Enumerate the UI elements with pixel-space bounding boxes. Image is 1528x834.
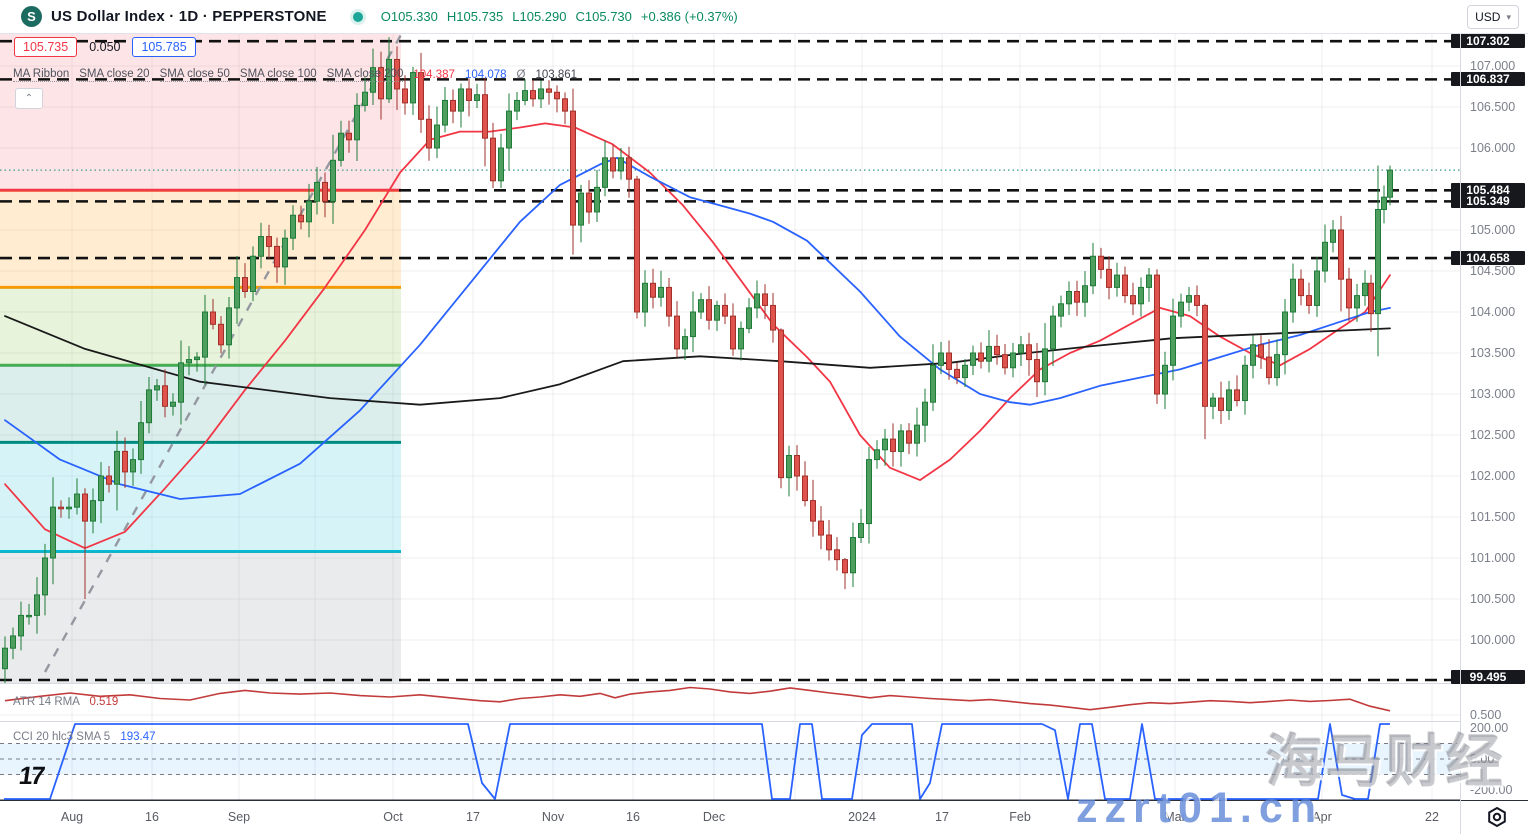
- price-level-label: 104.658: [1451, 251, 1525, 266]
- ohlc-readout: O105.330 H105.735 L105.290 C105.730 +0.3…: [381, 9, 738, 24]
- price-tick: 107.000: [1470, 59, 1516, 73]
- tradingview-logo-icon[interactable]: 17: [17, 762, 45, 790]
- cci-legend[interactable]: CCI 20 hlc3 SMA 5 193.47: [13, 731, 156, 743]
- atr-legend[interactable]: ATR 14 RMA 0.519: [13, 696, 118, 708]
- time-tick: Aug: [60, 810, 84, 824]
- time-tick: 2024: [848, 810, 876, 824]
- atr-value: 0.519: [89, 696, 119, 708]
- price-tick: 103.500: [1470, 346, 1516, 360]
- position-lower-price[interactable]: 105.735: [14, 37, 78, 57]
- time-tick: Mar: [1164, 810, 1186, 824]
- ma-param[interactable]: SMA close 50: [159, 68, 230, 82]
- time-tick: 16: [145, 810, 159, 824]
- price-tick: 101.000: [1470, 551, 1516, 565]
- price-level-label: 105.484: [1451, 183, 1525, 198]
- time-tick: Apr: [1312, 810, 1332, 824]
- time-tick: Oct: [383, 810, 403, 824]
- top-toolbar: S US Dollar Index · 1D · PEPPERSTONE O10…: [0, 0, 1528, 34]
- position-upper-price[interactable]: 105.785: [132, 37, 196, 57]
- ma-ribbon-legend[interactable]: MA Ribbon SMA close 20 SMA close 50 SMA cl…: [13, 68, 577, 82]
- ohlc-high: H105.735: [446, 9, 504, 24]
- ma-value: 104.078: [464, 69, 507, 81]
- price-axis[interactable]: 107.000 106.500 106.000 105.000 104.500 104.0…: [1451, 33, 1528, 800]
- watermark-brand: 海马财经: [1266, 730, 1506, 794]
- price-tick: -200.00: [1470, 783, 1513, 797]
- time-tick: 17: [935, 810, 949, 824]
- cci-label: CCI 20 hlc3 SMA 5: [13, 731, 111, 743]
- price-tick: 100.500: [1470, 592, 1516, 606]
- axis-settings-icon[interactable]: [1486, 806, 1508, 833]
- price-tick: 106.000: [1470, 141, 1516, 155]
- ma-param[interactable]: SMA close 20: [79, 68, 150, 82]
- ohlc-change: +0.386 (+0.37%): [640, 9, 738, 24]
- watermark-url: zzrt01.cn: [1076, 784, 1324, 832]
- price-level-label: 106.837: [1451, 72, 1525, 87]
- price-tick: 100.000: [1470, 633, 1516, 647]
- symbol-title[interactable]: US Dollar Index · 1D · PEPPERSTONE: [51, 8, 327, 25]
- time-tick: 16: [626, 810, 640, 824]
- price-tick: 102.000: [1470, 469, 1516, 483]
- time-tick: Dec: [702, 810, 726, 824]
- time-axis[interactable]: Aug 16 Sep Oct 17 Nov 16 Dec 2024 17 Feb Mar Apr 22: [0, 801, 1528, 834]
- cci-value: 193.47: [120, 731, 156, 743]
- indicator-name[interactable]: MA Ribbon: [13, 68, 70, 82]
- price-tick: 106.500: [1470, 100, 1516, 114]
- ma-value: 104.387: [413, 69, 455, 81]
- price-tick: 102.500: [1470, 428, 1516, 442]
- ma-value: Ø: [516, 69, 526, 81]
- price-tick: 103.000: [1470, 387, 1516, 401]
- ma-value: 103.861: [535, 69, 578, 81]
- position-spread: 0.050: [89, 40, 121, 54]
- time-tick: Nov: [541, 810, 565, 824]
- price-level-label: 105.349: [1451, 194, 1525, 209]
- time-tick: Feb: [1009, 810, 1031, 824]
- time-tick: Sep: [227, 810, 251, 824]
- chevron-down-icon: ▾: [1506, 11, 1511, 22]
- price-tick: 105.000: [1470, 223, 1516, 237]
- position-tool: 105.735 0.050 105.785: [14, 37, 196, 57]
- price-tick: 0.00: [1470, 752, 1495, 766]
- ohlc-low: L105.290: [512, 9, 567, 24]
- ohlc-open: O105.330: [380, 9, 438, 24]
- market-open-dot-icon: [352, 11, 363, 22]
- price-tick: 101.500: [1470, 510, 1516, 524]
- price-tick: 0.500: [1470, 708, 1502, 722]
- axis-separator: [1460, 33, 1461, 834]
- price-tick: 200.00: [1470, 721, 1509, 735]
- currency-label: USD: [1475, 10, 1501, 24]
- currency-dropdown[interactable]: USD ▾: [1467, 5, 1519, 29]
- price-tick: 104.500: [1470, 264, 1516, 278]
- ohlc-close: C105.730: [575, 9, 632, 24]
- price-level-label: 99.495: [1451, 670, 1525, 684]
- price-level-label: 107.302: [1451, 34, 1525, 49]
- collapse-pane-button[interactable]: ⌃: [15, 88, 43, 109]
- ma-param[interactable]: SMA close 100: [239, 68, 317, 82]
- atr-label: ATR 14 RMA: [13, 696, 80, 708]
- ma-param[interactable]: SMA close 200: [326, 68, 404, 82]
- price-tick: 104.000: [1470, 305, 1516, 319]
- time-tick: 22: [1425, 810, 1439, 824]
- time-tick: 17: [466, 810, 480, 824]
- symbol-logo-icon[interactable]: S: [21, 6, 42, 27]
